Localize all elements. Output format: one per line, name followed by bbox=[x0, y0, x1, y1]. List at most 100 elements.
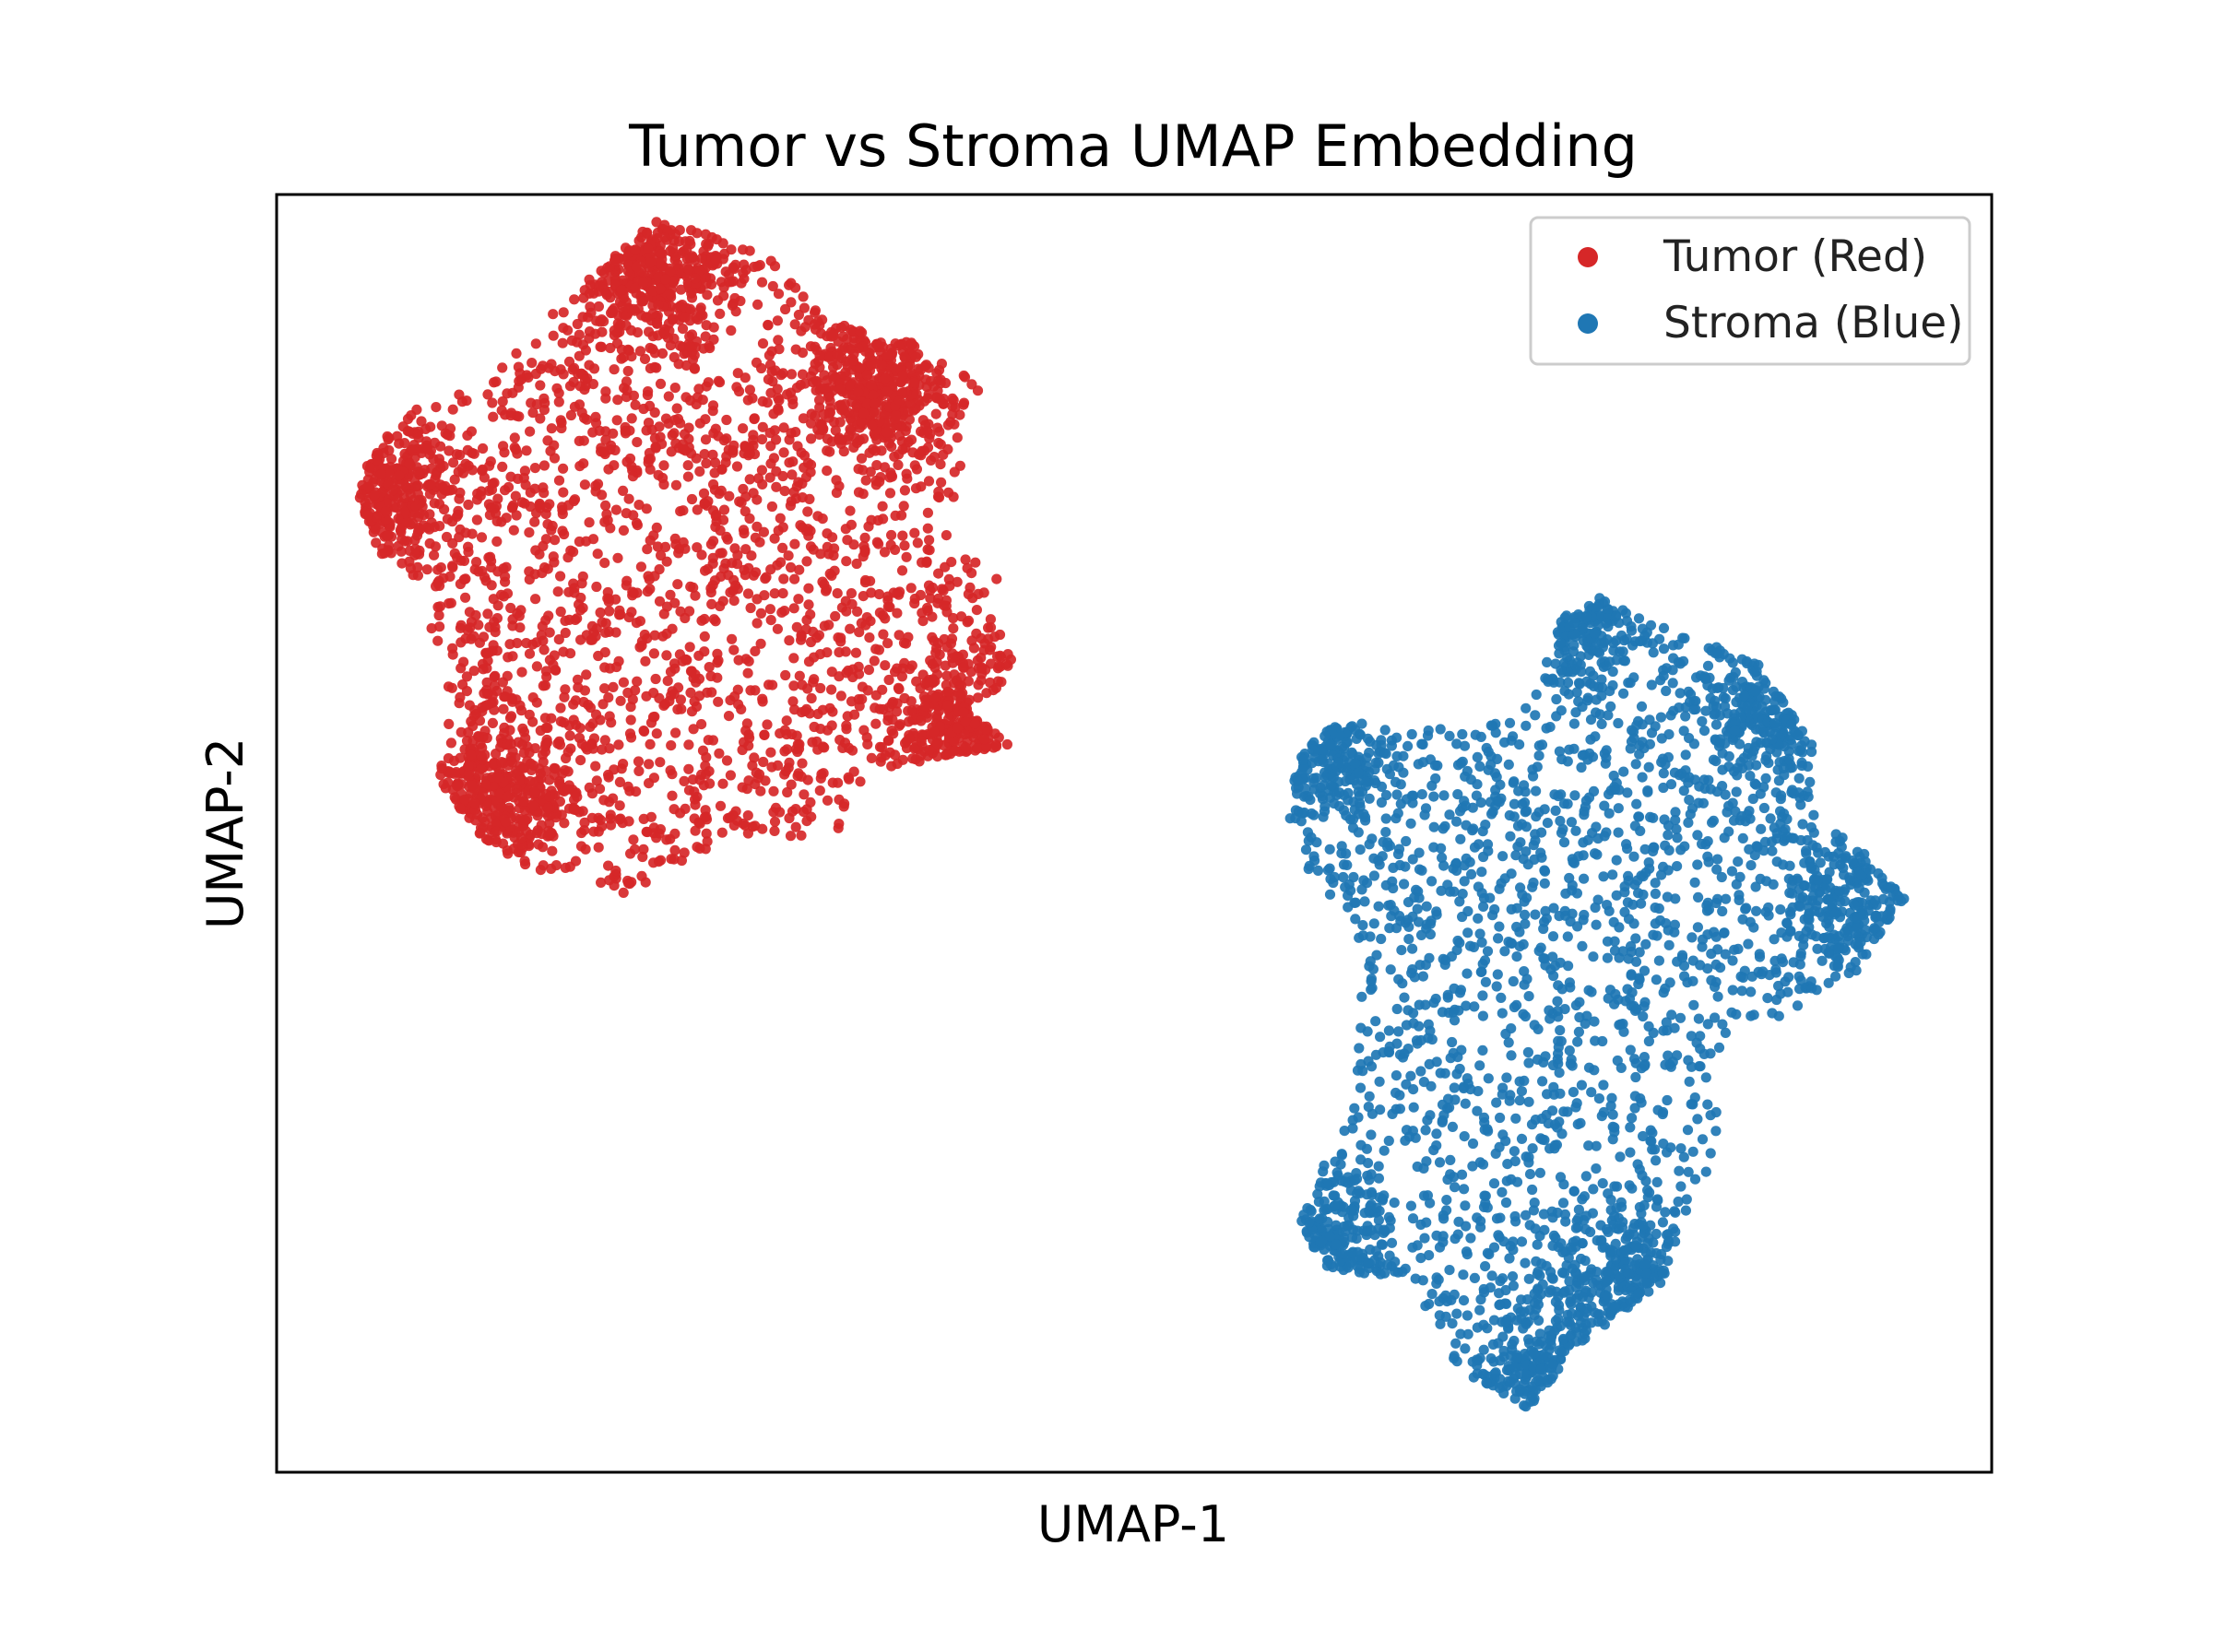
tumor-point bbox=[449, 792, 460, 803]
stroma-point bbox=[1533, 740, 1544, 751]
stroma-point bbox=[1393, 1026, 1404, 1037]
tumor-point bbox=[805, 636, 817, 648]
stroma-point bbox=[1607, 1109, 1618, 1120]
stroma-point bbox=[1423, 725, 1434, 737]
tumor-point bbox=[870, 718, 882, 729]
tumor-point bbox=[642, 586, 654, 597]
tumor-point bbox=[525, 426, 536, 437]
tumor-point bbox=[755, 638, 766, 649]
tumor-point bbox=[558, 487, 569, 498]
tumor-point bbox=[524, 566, 535, 577]
tumor-point bbox=[723, 711, 735, 722]
tumor-point bbox=[699, 631, 710, 643]
stroma-point bbox=[1591, 821, 1602, 832]
tumor-point bbox=[562, 552, 574, 563]
tumor-point bbox=[531, 399, 542, 410]
tumor-point bbox=[501, 561, 512, 572]
tumor-point bbox=[749, 413, 760, 424]
stroma-point bbox=[1482, 1202, 1493, 1213]
stroma-point bbox=[1679, 971, 1690, 982]
tumor-point bbox=[411, 404, 422, 415]
tumor-point bbox=[899, 352, 911, 363]
tumor-point bbox=[990, 741, 1002, 752]
tumor-point bbox=[740, 654, 751, 665]
stroma-point bbox=[1758, 802, 1769, 814]
stroma-point bbox=[1568, 1087, 1579, 1098]
stroma-point bbox=[1438, 860, 1450, 871]
tumor-point bbox=[559, 717, 570, 728]
tumor-point bbox=[684, 642, 695, 653]
tumor-point bbox=[455, 803, 466, 814]
tumor-point bbox=[860, 475, 871, 486]
stroma-point bbox=[1670, 815, 1681, 826]
stroma-point bbox=[1356, 991, 1367, 1002]
tumor-point bbox=[845, 623, 856, 634]
stroma-point bbox=[1604, 985, 1615, 996]
stroma-point bbox=[1633, 811, 1645, 822]
stroma-point bbox=[1548, 970, 1559, 982]
stroma-point bbox=[1625, 1044, 1636, 1056]
tumor-point bbox=[764, 604, 776, 615]
stroma-point bbox=[1611, 855, 1622, 866]
stroma-point bbox=[1620, 996, 1631, 1007]
tumor-point bbox=[386, 454, 397, 465]
stroma-point bbox=[1602, 936, 1614, 947]
stroma-point bbox=[1431, 1128, 1442, 1139]
tumor-point bbox=[665, 589, 676, 600]
tumor-point bbox=[584, 360, 595, 371]
stroma-point bbox=[1478, 901, 1489, 913]
tumor-point bbox=[911, 388, 922, 400]
stroma-point bbox=[1530, 909, 1541, 920]
tumor-point bbox=[801, 556, 812, 567]
tumor-point bbox=[789, 538, 800, 549]
tumor-point bbox=[796, 634, 807, 645]
tumor-point bbox=[957, 688, 968, 699]
tumor-point bbox=[580, 741, 591, 753]
tumor-point bbox=[784, 757, 795, 769]
tumor-point bbox=[469, 798, 480, 809]
stroma-point bbox=[1485, 720, 1497, 731]
stroma-point bbox=[1520, 807, 1531, 818]
tumor-point bbox=[880, 749, 891, 761]
tumor-point bbox=[973, 692, 984, 703]
tumor-point bbox=[739, 527, 750, 539]
stroma-point bbox=[1767, 1008, 1778, 1019]
tumor-point bbox=[655, 757, 666, 768]
tumor-point bbox=[630, 399, 641, 410]
tumor-point bbox=[527, 358, 538, 369]
tumor-point bbox=[616, 763, 627, 774]
stroma-point bbox=[1663, 1050, 1674, 1061]
stroma-point bbox=[1480, 1261, 1491, 1272]
tumor-point bbox=[638, 277, 649, 289]
tumor-point bbox=[728, 820, 740, 832]
tumor-point bbox=[597, 326, 608, 337]
tumor-point bbox=[801, 816, 812, 827]
stroma-point bbox=[1687, 975, 1698, 986]
tumor-point bbox=[497, 461, 508, 472]
tumor-point bbox=[765, 564, 776, 575]
tumor-point bbox=[818, 408, 829, 419]
tumor-point bbox=[802, 457, 814, 468]
tumor-point bbox=[929, 726, 940, 738]
stroma-point bbox=[1653, 955, 1664, 966]
stroma-point bbox=[1573, 1026, 1584, 1037]
tumor-point bbox=[707, 400, 719, 411]
stroma-point bbox=[1472, 751, 1483, 763]
stroma-point bbox=[1590, 902, 1601, 914]
stroma-point bbox=[1380, 813, 1391, 824]
stroma-point bbox=[1645, 1125, 1656, 1136]
tumor-point bbox=[438, 572, 449, 584]
tumor-point bbox=[614, 776, 626, 788]
tumor-point bbox=[858, 433, 870, 444]
tumor-point bbox=[479, 572, 491, 583]
stroma-point bbox=[1643, 1021, 1654, 1032]
tumor-point bbox=[686, 666, 697, 677]
tumor-point bbox=[456, 637, 467, 648]
tumor-point bbox=[884, 488, 896, 499]
tumor-point bbox=[496, 757, 507, 768]
stroma-point bbox=[1555, 815, 1566, 827]
tumor-point bbox=[857, 693, 868, 705]
stroma-point bbox=[1675, 1143, 1686, 1154]
tumor-point bbox=[855, 776, 866, 787]
tumor-point bbox=[922, 523, 933, 534]
